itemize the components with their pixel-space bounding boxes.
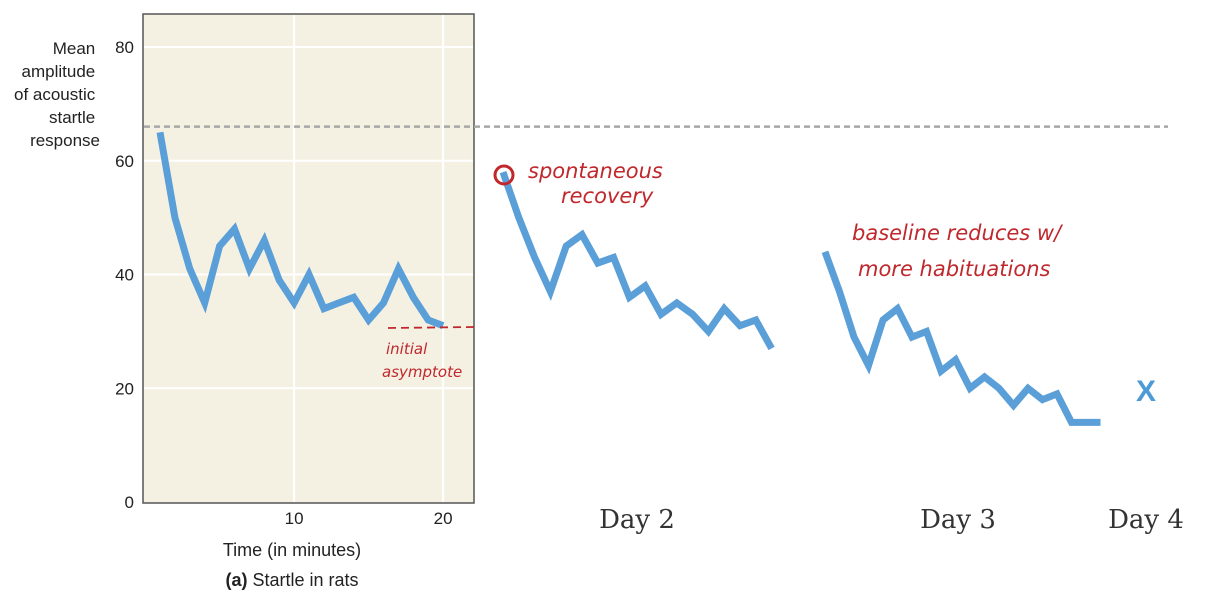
baseline-annotation-line2: more habituations bbox=[858, 257, 1051, 281]
asymptote-annotation-line1: initial bbox=[386, 340, 428, 358]
baseline-annotation-line1: baseline reduces w/ bbox=[852, 221, 1063, 245]
y-axis-label-line: response bbox=[30, 131, 100, 150]
grid bbox=[144, 15, 473, 502]
y-tick-label: 0 bbox=[125, 493, 134, 512]
x-axis-label: Time (in minutes) bbox=[223, 540, 361, 560]
series-line-1 bbox=[156, 131, 445, 329]
y-tick-label: 60 bbox=[115, 152, 134, 171]
x-tick-labels: 10 20 bbox=[285, 509, 453, 528]
series-line-3 bbox=[821, 250, 1101, 426]
caption-letter: (a) bbox=[225, 570, 247, 590]
y-axis-label: Mean amplitude of acoustic startle respo… bbox=[14, 39, 100, 150]
asymptote-annotation-line2: asymptote bbox=[382, 363, 462, 381]
recovery-annotation-line2: recovery bbox=[561, 184, 654, 208]
y-tick-label: 20 bbox=[115, 379, 134, 398]
day-2-label: Day 2 bbox=[599, 505, 675, 535]
recovery-annotation-line1: spontaneous bbox=[528, 159, 663, 183]
series-line-2 bbox=[499, 170, 775, 351]
x-tick-label: 10 bbox=[285, 509, 304, 528]
day-3-label: Day 3 bbox=[920, 505, 996, 535]
asymptote-dashed-line bbox=[387, 326, 476, 329]
plot-panel bbox=[142, 13, 475, 504]
y-tick-labels: 0 20 40 60 80 bbox=[115, 38, 134, 512]
caption-text: Startle in rats bbox=[252, 570, 358, 590]
day-4-x-mark: X bbox=[1136, 375, 1156, 408]
y-axis-label-line: amplitude bbox=[22, 62, 96, 81]
y-axis-label-line: Mean bbox=[53, 39, 96, 58]
recovery-circle-marker bbox=[493, 164, 515, 186]
day-4-label: Day 4 bbox=[1108, 505, 1184, 535]
x-tick-label: 20 bbox=[434, 509, 453, 528]
y-tick-label: 40 bbox=[115, 266, 134, 285]
y-axis-label-line: startle bbox=[49, 108, 95, 127]
series-layer bbox=[156, 131, 1101, 426]
figure-caption: (a) Startle in rats bbox=[225, 570, 358, 590]
y-tick-label: 80 bbox=[115, 38, 134, 57]
y-axis-label-line: of acoustic bbox=[14, 85, 96, 104]
